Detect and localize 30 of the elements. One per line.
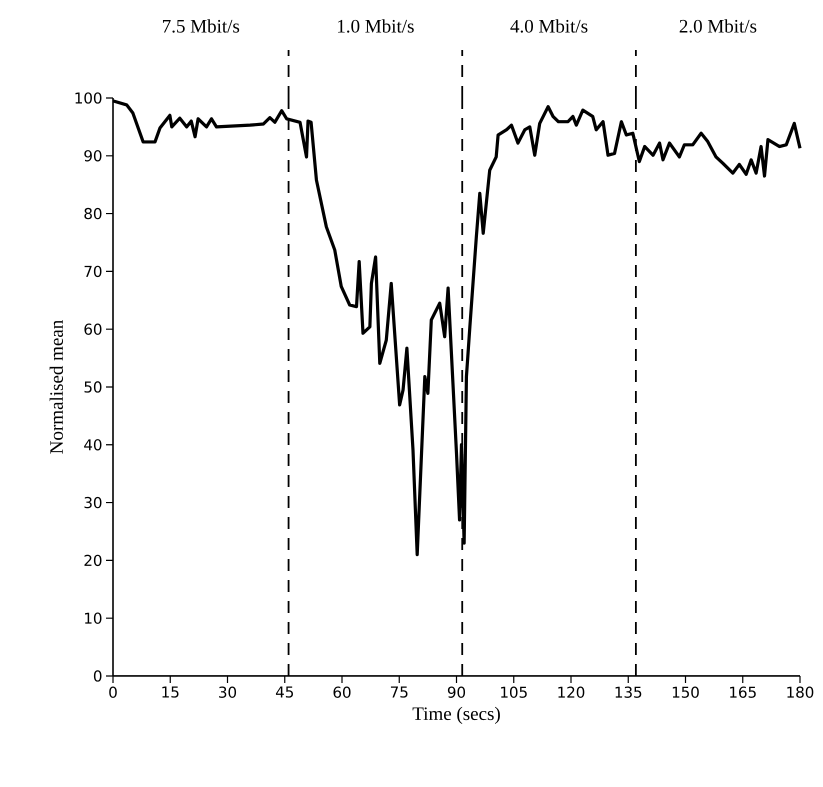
y-tick-label: 70: [84, 266, 102, 278]
x-tick-label: 90: [448, 686, 466, 698]
text: 4.0 Mbit/s: [510, 19, 588, 33]
x-tick-label: 135: [616, 686, 642, 698]
y-tick-label: 20: [84, 554, 102, 566]
y-tick-label: 100: [75, 92, 102, 104]
x-tick-label: 30: [219, 686, 236, 698]
y-tick-label: 90: [84, 150, 102, 162]
x-tick-label: 150: [672, 686, 699, 698]
text: 1.0 Mbit/s: [338, 19, 414, 33]
x-tick-label: 165: [730, 686, 756, 698]
x-tick-label: 60: [334, 686, 351, 698]
y-axis-title: Normalised mean: [50, 320, 63, 454]
y-tick-label: 50: [84, 381, 102, 393]
y-tick-label: 40: [84, 439, 102, 450]
x-tick-label: 45: [276, 686, 293, 698]
y-tick-label: 0: [94, 670, 102, 682]
y-tick-label: 80: [84, 208, 102, 220]
y-tick-label: 30: [84, 496, 102, 508]
x-tick-label: 105: [501, 686, 527, 698]
x-tick-label: 180: [787, 686, 814, 698]
x-tick-label: 15: [162, 686, 178, 698]
x-tick-label: 120: [558, 686, 584, 698]
x-tick-label: 0: [109, 686, 117, 698]
y-tick-label: 60: [84, 324, 102, 335]
y-tick-label: 10: [85, 612, 102, 624]
x-tick-label: 75: [390, 686, 408, 698]
x-axis-title: Time (secs): [412, 706, 500, 724]
text: 2.0 Mbit/s: [680, 19, 756, 33]
text: 7.5 Mbit/s: [162, 19, 240, 33]
